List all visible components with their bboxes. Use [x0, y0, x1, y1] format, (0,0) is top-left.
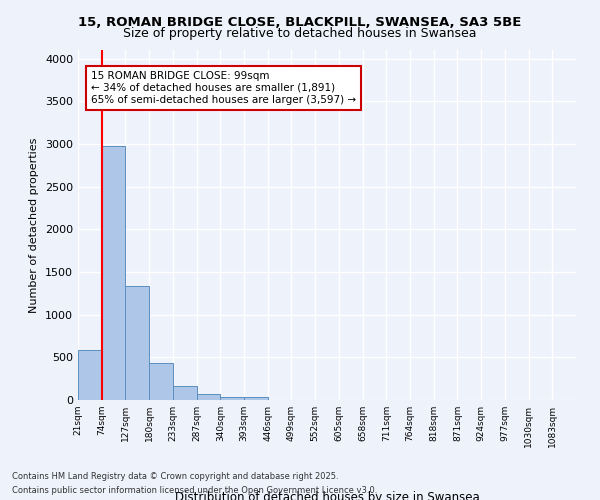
Bar	[102, 146, 125, 400]
Y-axis label: Number of detached properties: Number of detached properties	[29, 138, 40, 312]
Bar	[173, 386, 197, 400]
Bar	[220, 396, 244, 400]
Text: 15 ROMAN BRIDGE CLOSE: 99sqm
← 34% of detached houses are smaller (1,891)
65% of: 15 ROMAN BRIDGE CLOSE: 99sqm ← 34% of de…	[91, 72, 356, 104]
Text: Contains public sector information licensed under the Open Government Licence v3: Contains public sector information licen…	[12, 486, 377, 495]
Text: Size of property relative to detached houses in Swansea: Size of property relative to detached ho…	[123, 28, 477, 40]
Bar	[78, 350, 102, 400]
Text: Contains HM Land Registry data © Crown copyright and database right 2025.: Contains HM Land Registry data © Crown c…	[12, 472, 338, 481]
Bar	[125, 286, 149, 400]
Bar	[149, 364, 173, 400]
Bar	[244, 397, 268, 400]
Bar	[197, 394, 220, 400]
X-axis label: Distribution of detached houses by size in Swansea: Distribution of detached houses by size …	[175, 492, 479, 500]
Text: 15, ROMAN BRIDGE CLOSE, BLACKPILL, SWANSEA, SA3 5BE: 15, ROMAN BRIDGE CLOSE, BLACKPILL, SWANS…	[79, 16, 521, 29]
